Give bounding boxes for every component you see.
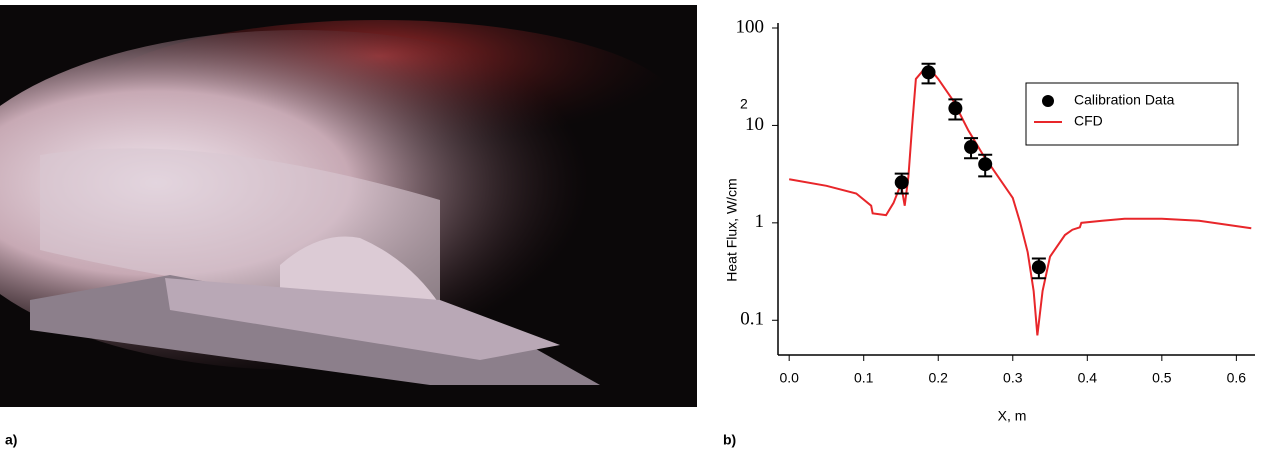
legend-marker bbox=[1042, 95, 1054, 107]
data-point bbox=[948, 101, 962, 115]
x-tick-label: 0.2 bbox=[929, 370, 949, 386]
figure: a) b) X, m Heat Flux, W/cm 2 0.1 1 10 100 0.… bbox=[0, 0, 1263, 459]
y-tick-label: 10 bbox=[745, 114, 764, 135]
x-tick-label: 0.4 bbox=[1078, 370, 1098, 386]
data-point bbox=[922, 65, 936, 79]
data-point bbox=[1032, 260, 1046, 274]
panel-label: a) bbox=[5, 432, 17, 448]
x-axis-label: X, m bbox=[998, 408, 1027, 424]
photo bbox=[0, 5, 697, 407]
legend-label: CFD bbox=[1074, 113, 1103, 129]
x-tick-label: 0.0 bbox=[779, 370, 799, 386]
y-tick-label: 100 bbox=[736, 16, 765, 37]
x-tick-label: 0.1 bbox=[854, 370, 874, 386]
data-point bbox=[964, 140, 978, 154]
y-axis-label: Heat Flux, W/cm bbox=[724, 178, 740, 281]
x-tick-label: 0.3 bbox=[1003, 370, 1023, 386]
x-tick-label: 0.5 bbox=[1152, 370, 1172, 386]
y-tick-label: 0.1 bbox=[740, 309, 764, 330]
data-point bbox=[978, 157, 992, 171]
panel-label: b) bbox=[723, 432, 736, 448]
data-point bbox=[895, 175, 909, 189]
legend-label: Calibration Data bbox=[1074, 92, 1175, 108]
y-tick-label: 1 bbox=[755, 211, 765, 232]
x-tick-label: 0.6 bbox=[1227, 370, 1247, 386]
y-axis-label-superscript: 2 bbox=[740, 96, 748, 112]
